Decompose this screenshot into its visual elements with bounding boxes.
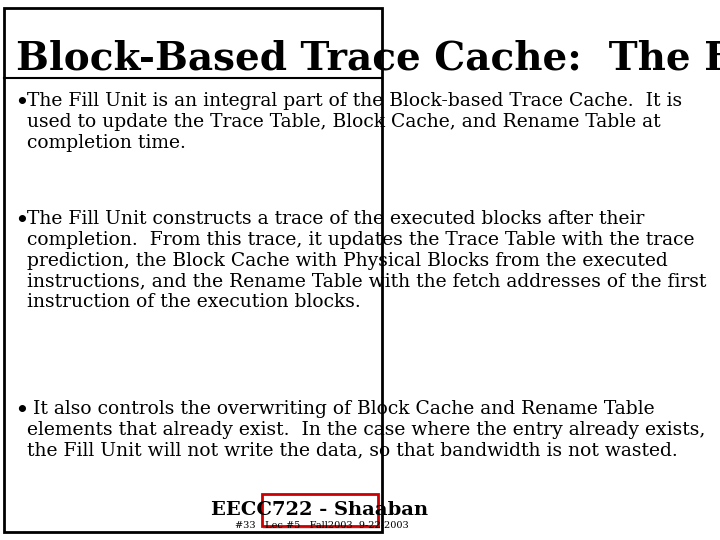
Text: •: • bbox=[15, 92, 28, 112]
FancyBboxPatch shape bbox=[263, 497, 380, 529]
Text: Block-Based Trace Cache:  The Fill Unit: Block-Based Trace Cache: The Fill Unit bbox=[16, 40, 720, 78]
Text: •: • bbox=[15, 210, 28, 230]
Text: EECC722 - Shaaban: EECC722 - Shaaban bbox=[212, 501, 428, 519]
Text: The Fill Unit constructs a trace of the executed blocks after their completion. : The Fill Unit constructs a trace of the … bbox=[27, 210, 706, 311]
FancyBboxPatch shape bbox=[4, 8, 382, 532]
Text: The Fill Unit is an integral part of the Block-based Trace Cache.  It is used to: The Fill Unit is an integral part of the… bbox=[27, 92, 682, 152]
Text: It also controls the overwriting of Block Cache and Rename Table elements that a: It also controls the overwriting of Bloc… bbox=[27, 400, 705, 460]
FancyBboxPatch shape bbox=[261, 494, 379, 526]
Text: #33   Lec #5   Fall2003  9-22-2003: #33 Lec #5 Fall2003 9-22-2003 bbox=[235, 521, 408, 530]
Text: •: • bbox=[15, 400, 28, 420]
